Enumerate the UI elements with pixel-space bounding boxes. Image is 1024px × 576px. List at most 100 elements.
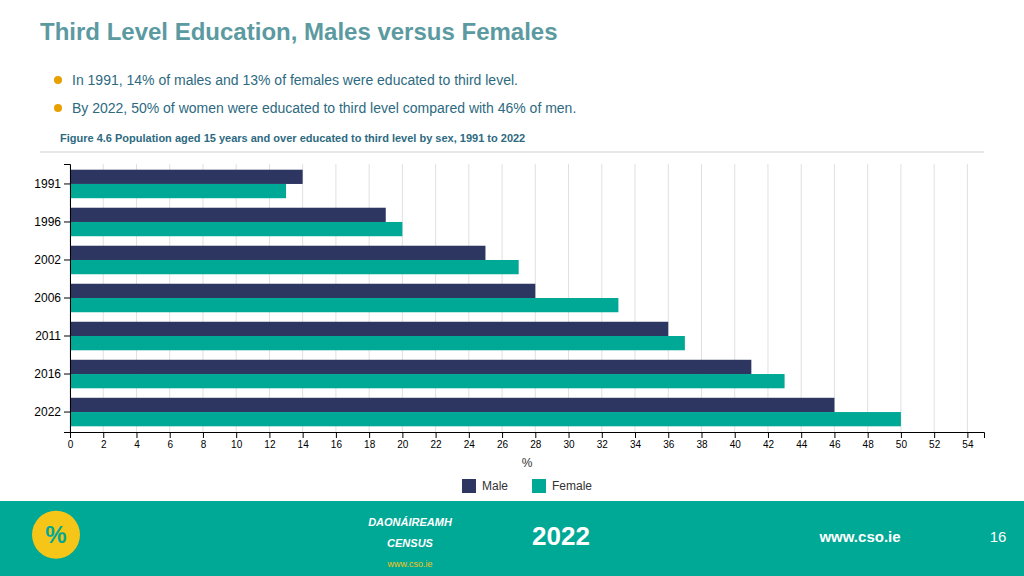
x-tick-mark xyxy=(668,432,669,438)
x-tick-mark xyxy=(136,432,137,438)
y-tick: 1996 xyxy=(34,215,70,229)
y-tick: 1991 xyxy=(34,177,70,191)
x-tick-label: 16 xyxy=(331,439,343,450)
x-tick-label: 50 xyxy=(896,439,908,450)
y-axis: 1991199620022006201120162022 xyxy=(34,165,70,433)
y-tick: 2011 xyxy=(35,329,70,343)
legend: Male Female xyxy=(462,479,592,493)
bar xyxy=(70,260,519,274)
x-tick: 20 xyxy=(397,432,409,450)
x-tick: 48 xyxy=(863,432,875,450)
grid-line xyxy=(900,164,901,432)
y-tick: 2006 xyxy=(34,291,70,305)
grid-line xyxy=(967,164,968,432)
grid-line xyxy=(767,164,768,432)
x-tick-label: 26 xyxy=(497,439,509,450)
bar xyxy=(70,298,618,312)
footer-text: DAONÁIREAMH xyxy=(368,516,453,528)
y-tick-label: 2022 xyxy=(34,405,61,419)
x-tick-mark xyxy=(768,432,769,438)
legend-label: Female xyxy=(552,479,592,493)
x-tick-mark xyxy=(236,432,237,438)
x-tick-mark xyxy=(967,432,968,438)
x-tick-mark xyxy=(336,432,337,438)
x-tick: 38 xyxy=(696,432,708,450)
x-tick-label: 32 xyxy=(597,439,609,450)
x-tick: 22 xyxy=(431,432,443,450)
x-tick: 30 xyxy=(563,432,575,450)
x-tick-label: 38 xyxy=(696,439,708,450)
y-tick-label: 1991 xyxy=(34,177,61,191)
x-tick: 8 xyxy=(201,432,207,450)
y-tick-mark xyxy=(64,221,70,222)
bar xyxy=(70,398,834,412)
x-tick: 16 xyxy=(331,432,343,450)
y-tick-mark xyxy=(64,374,70,375)
bar-series xyxy=(70,170,834,412)
x-tick: 26 xyxy=(497,432,509,450)
x-tick-label: 8 xyxy=(201,439,207,450)
grid-line xyxy=(934,164,935,432)
x-axis: 0246810121416182022242628303234363840424… xyxy=(68,432,985,450)
footer-page: 16 xyxy=(990,528,1007,545)
footer-url: www.cso.ie xyxy=(818,528,900,545)
x-tick: 28 xyxy=(530,432,542,450)
bar-series xyxy=(70,184,901,426)
x-tick: 36 xyxy=(663,432,675,450)
y-tick-label: 2016 xyxy=(34,367,61,381)
x-tick-label: 12 xyxy=(264,439,276,450)
x-tick-label: 54 xyxy=(962,439,974,450)
x-tick-mark xyxy=(402,432,403,438)
x-tick: 40 xyxy=(730,432,742,450)
bar xyxy=(70,412,901,426)
y-tick-mark xyxy=(64,298,70,299)
x-tick-label: 20 xyxy=(397,439,409,450)
grid-line xyxy=(668,164,669,432)
x-tick: 32 xyxy=(597,432,609,450)
figure-caption: Figure 4.6 Population aged 15 years and … xyxy=(60,132,525,144)
grid-line xyxy=(801,164,802,432)
grid-line xyxy=(701,164,702,432)
x-tick-mark xyxy=(203,432,204,438)
x-tick: 12 xyxy=(264,432,276,450)
grid-line xyxy=(635,164,636,432)
x-tick-mark xyxy=(834,432,835,438)
x-tick-label: 6 xyxy=(167,439,173,450)
x-tick: 42 xyxy=(763,432,775,450)
bar xyxy=(70,208,386,222)
y-tick-label: 2006 xyxy=(34,291,61,305)
bar xyxy=(70,184,286,198)
footer-bar xyxy=(0,501,1024,576)
footer-text: www.cso.ie xyxy=(386,559,432,569)
x-tick: 4 xyxy=(134,432,140,450)
x-tick-mark xyxy=(436,432,437,438)
y-axis-line xyxy=(64,165,71,433)
x-tick-label: 44 xyxy=(796,439,808,450)
bar xyxy=(70,322,668,336)
x-tick: 46 xyxy=(829,432,841,450)
y-tick-label: 1996 xyxy=(34,215,61,229)
x-tick: 10 xyxy=(231,432,243,450)
x-axis-title: % xyxy=(522,456,533,470)
bar xyxy=(70,222,402,236)
footer-logo xyxy=(32,511,80,559)
legend-item: Female xyxy=(532,479,592,493)
x-tick: 2 xyxy=(101,432,107,450)
legend-swatch xyxy=(462,479,476,493)
x-tick-mark xyxy=(469,432,470,438)
x-tick-mark xyxy=(502,432,503,438)
y-tick: 2022 xyxy=(34,405,70,419)
footer-text: CENSUS xyxy=(387,537,434,549)
bar xyxy=(70,336,685,350)
x-tick-mark xyxy=(868,432,869,438)
legend-item: Male xyxy=(462,479,508,493)
x-tick-label: 2 xyxy=(101,439,107,450)
x-tick: 18 xyxy=(364,432,376,450)
plot: 0246810121416182022242628303234363840424… xyxy=(34,164,984,450)
bar xyxy=(70,360,751,374)
y-tick-mark xyxy=(64,259,70,260)
y-tick-label: 2011 xyxy=(35,329,61,343)
legend-swatch xyxy=(532,479,546,493)
x-tick-mark xyxy=(369,432,370,438)
grid-line xyxy=(734,164,735,432)
